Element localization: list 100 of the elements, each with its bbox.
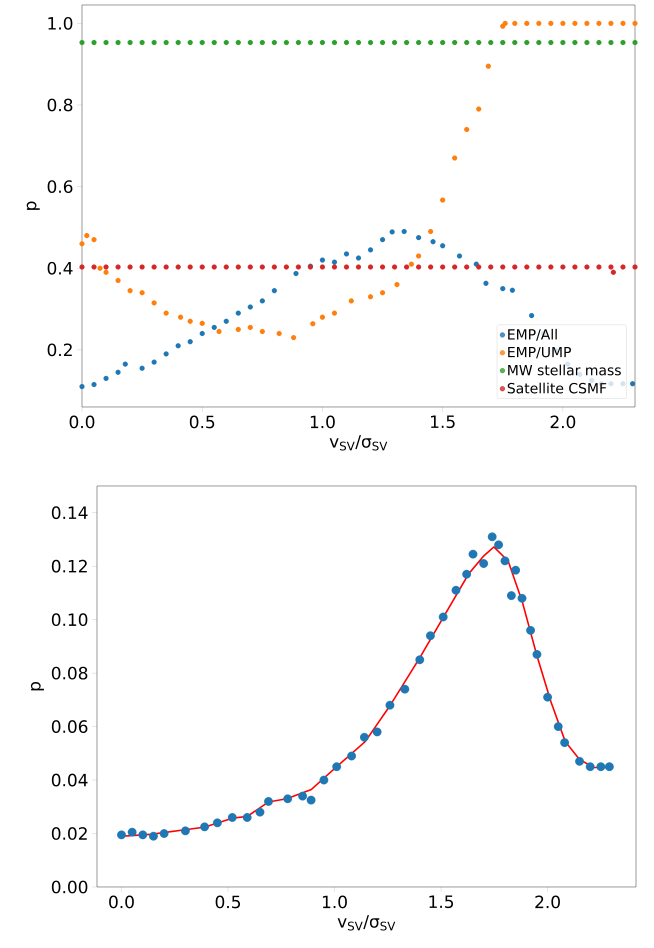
point [404,264,410,270]
point [560,20,566,26]
point [260,328,265,334]
point [152,300,157,306]
legend-label: EMP/UMP [508,346,571,358]
point [296,264,301,270]
point [127,264,133,270]
point [140,366,145,371]
point [140,40,145,46]
point [483,280,489,286]
point [524,20,530,26]
point [518,594,526,603]
point [91,40,97,46]
point [79,384,85,390]
point [479,559,488,568]
y-tick-label: 0.12 [52,560,87,573]
point [610,270,616,275]
point [248,304,253,310]
point [272,288,277,294]
point [178,314,184,320]
point [216,328,222,334]
point [103,40,109,46]
point [200,822,209,832]
point [632,264,638,270]
point [506,591,516,600]
point [164,264,169,270]
point [575,756,584,766]
point [212,264,217,270]
point [79,40,85,46]
point [392,40,398,46]
point [632,20,638,26]
point [140,290,145,296]
point [360,732,369,742]
point [320,40,326,46]
point [524,264,530,270]
point [272,40,277,46]
point [524,40,530,46]
x-tick-label: 0.5 [190,416,214,428]
point [462,570,472,579]
point [560,738,570,748]
point [500,40,506,46]
point [103,264,109,270]
point [264,797,273,806]
point [572,264,578,270]
point [380,40,386,46]
point [152,359,157,365]
point [260,40,265,46]
point [608,20,614,26]
point [127,288,133,294]
point [103,270,109,275]
point [428,264,434,270]
point [242,813,252,822]
point [332,264,338,270]
point [500,264,506,270]
point [164,310,169,316]
point [103,376,109,382]
point [464,126,470,132]
point [532,650,542,659]
point [320,264,326,270]
point [320,257,326,263]
point [386,700,394,710]
point [200,330,205,336]
x-tick-label: 1.0 [310,416,335,428]
y-tick-label: 0.08 [52,666,88,680]
point [586,762,595,772]
legend-label: EMP/All [508,328,557,341]
x-tick-label: 1.5 [431,416,455,428]
point [428,228,434,234]
point [176,343,181,348]
y-tick-label: 0.14 [52,506,88,520]
point [79,264,85,270]
point [554,722,563,731]
point [188,40,193,46]
point [91,382,97,388]
point [212,324,217,330]
point [284,264,289,270]
point [368,264,374,270]
y-tick-label: 0.06 [52,720,88,733]
point [526,626,535,635]
point [97,266,103,271]
point [332,40,338,46]
point [79,241,85,246]
point [440,40,446,46]
point [416,264,422,270]
point [620,20,626,26]
point [560,40,566,46]
point [224,40,229,46]
point [91,264,97,270]
point [306,796,316,805]
x-tick-label: 0.0 [109,896,134,908]
point [236,264,241,270]
point [348,298,354,304]
y-tick-label: 0.10 [52,613,88,626]
point [536,264,542,270]
point [380,290,386,296]
point [464,40,470,46]
point [115,278,121,284]
point [494,540,503,550]
point [426,631,435,640]
point [620,40,626,46]
